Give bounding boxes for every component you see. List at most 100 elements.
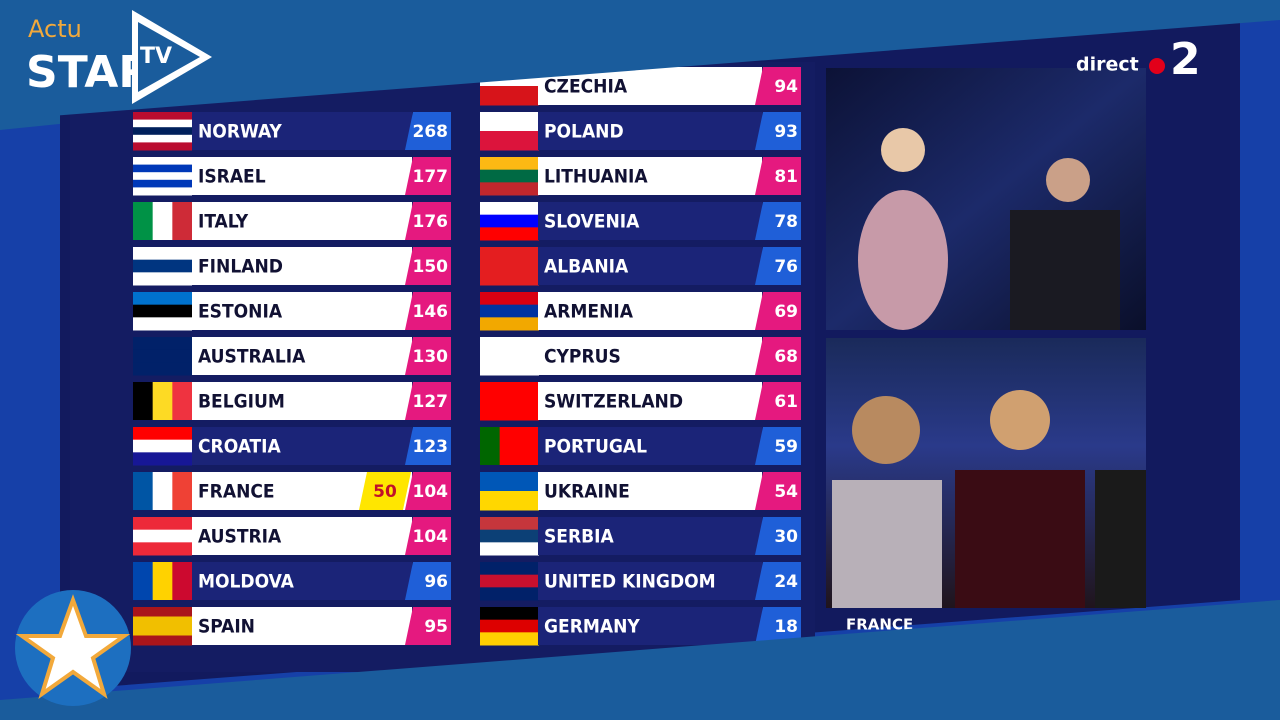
country-name: MOLDOVA <box>198 571 295 593</box>
flag-stripe <box>519 427 540 465</box>
flag-stripe <box>480 112 539 132</box>
flag-stripe <box>133 317 192 331</box>
flag-stripe <box>133 635 192 646</box>
country-bar <box>538 337 762 375</box>
points-box <box>405 157 451 195</box>
flag-stripe <box>133 472 154 510</box>
flag-stripe <box>133 142 192 151</box>
score-row: AUSTRALIA 130 <box>133 337 451 376</box>
points-box <box>755 337 801 375</box>
country-name: FINLAND <box>198 256 283 278</box>
country-name: UNITED KINGDOM <box>544 571 716 593</box>
points: 130 <box>413 347 449 367</box>
flag-stripe <box>133 349 192 363</box>
country-name: PORTUGAL <box>544 436 647 458</box>
flag-stripe <box>480 587 539 601</box>
flag-stripe <box>152 382 173 420</box>
points: 93 <box>774 122 798 142</box>
greenroom-figure <box>1095 470 1146 608</box>
points-box <box>755 607 801 645</box>
logo-actu: Actu <box>28 15 82 43</box>
points: 104 <box>413 527 449 547</box>
flag-stripe <box>172 202 193 240</box>
country-name: FRANCE <box>198 481 275 503</box>
country-name: ISRAEL <box>198 166 266 188</box>
flag-stripe <box>133 517 192 531</box>
flag-stripe <box>133 247 192 261</box>
country-name: UKRAINE <box>544 481 630 503</box>
channel-live: direct <box>1076 54 1139 76</box>
country-name: CZECHIA <box>544 76 628 98</box>
flag-stripe <box>133 439 192 453</box>
logo-tv: TV <box>140 44 172 69</box>
flag-stripe <box>133 259 192 273</box>
country-name: LITHUANIA <box>544 166 648 188</box>
country-bar <box>192 202 412 240</box>
score-row: ISRAEL 177 <box>133 157 451 196</box>
points-box <box>755 427 801 465</box>
country-bar <box>538 517 762 555</box>
points-box <box>755 562 801 600</box>
country-name: SERBIA <box>544 526 615 548</box>
score-row: UNITED KINGDOM 24 <box>480 562 801 601</box>
flag-stripe <box>133 382 154 420</box>
flag-stripe <box>480 304 539 318</box>
country-bar <box>538 112 762 150</box>
flag-stripe <box>133 427 192 441</box>
country-name: SPAIN <box>198 616 255 638</box>
flag-stripe <box>480 574 539 588</box>
score-row: CZECHIA 94 <box>480 67 801 106</box>
flag-stripe <box>133 157 192 166</box>
country-bar <box>192 427 412 465</box>
country-bar <box>192 562 412 600</box>
points: 24 <box>774 572 798 592</box>
country-name: ESTONIA <box>198 301 283 323</box>
points-box <box>755 472 801 510</box>
flag-stripe <box>172 562 193 600</box>
greenroom-head <box>852 396 920 464</box>
country-bar <box>538 202 762 240</box>
points-box <box>405 337 451 375</box>
score-row: BELGIUM 127 <box>133 382 451 420</box>
country-bar <box>538 247 762 285</box>
points-box <box>405 472 451 510</box>
flag-stripe <box>133 112 192 121</box>
host-figure <box>1010 210 1120 330</box>
country-bar <box>538 472 762 510</box>
flag-stripe <box>133 202 154 240</box>
points: 61 <box>774 392 798 412</box>
points-box <box>755 202 801 240</box>
badge-star <box>15 594 131 700</box>
flag-stripe <box>172 472 193 510</box>
flag-stripe <box>480 169 539 183</box>
score-row: NORWAY 268 <box>133 112 451 151</box>
score-row: POLAND 93 <box>480 112 801 151</box>
flag-stripe <box>480 247 539 286</box>
flag-stripe <box>480 157 539 171</box>
flag-stripe <box>133 529 192 543</box>
channel-number: 2 <box>1170 34 1201 85</box>
points-box <box>755 517 801 555</box>
country-name: CYPRUS <box>544 346 621 368</box>
points: 150 <box>413 257 449 277</box>
points-box <box>755 112 801 150</box>
country-name: GERMANY <box>544 616 640 638</box>
host-head <box>1046 158 1090 202</box>
flag-stripe <box>133 172 192 181</box>
points-box <box>755 292 801 330</box>
score-row: FINLAND 150 <box>133 247 451 286</box>
country-name: POLAND <box>544 121 624 143</box>
score-row: UKRAINE 54 <box>480 472 801 511</box>
flag-stripe <box>480 472 539 492</box>
flag-stripe <box>133 607 192 617</box>
points: 81 <box>774 167 798 187</box>
host-figure <box>858 190 948 330</box>
flag-stripe <box>133 616 192 627</box>
video-caption: FRANCE <box>846 616 913 634</box>
flag-stripe <box>480 227 539 241</box>
flag-stripe <box>133 542 192 556</box>
flag-stripe <box>480 607 539 621</box>
points: 68 <box>774 347 798 367</box>
logo-star: STAR <box>26 47 152 98</box>
flag-stripe <box>133 562 154 600</box>
